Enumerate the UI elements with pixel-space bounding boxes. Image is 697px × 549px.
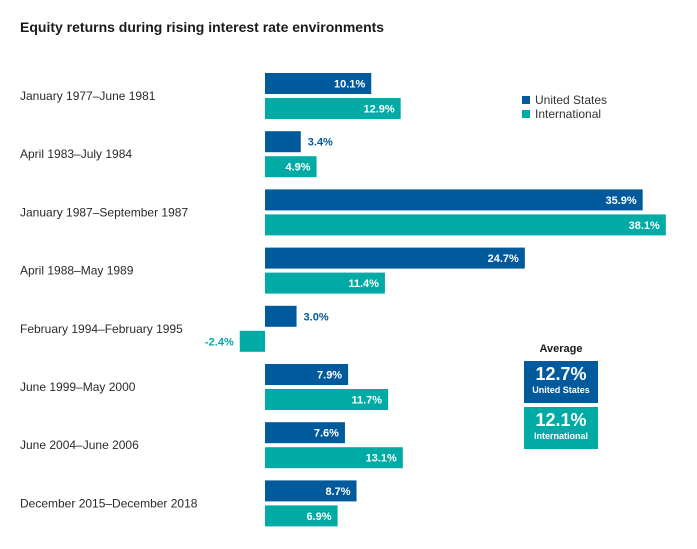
bar-international <box>265 98 401 119</box>
data-label: 4.9% <box>285 162 310 174</box>
average-box-international: 12.1% International <box>524 407 598 449</box>
bar-international <box>265 156 317 178</box>
data-label: -2.4% <box>205 336 234 348</box>
data-label: 7.6% <box>314 428 339 440</box>
legend: United States International <box>522 93 607 121</box>
bar-international <box>265 447 403 469</box>
average-label-us: United States <box>532 385 590 395</box>
average-value-international: 12.1% <box>535 410 587 430</box>
data-label: 12.9% <box>364 104 395 116</box>
data-label: 35.9% <box>605 195 636 207</box>
legend-label-international: International <box>535 107 602 121</box>
category-label: April 1988–May 1989 <box>20 264 134 278</box>
data-label: 7.9% <box>317 370 342 382</box>
category-label: February 1994–February 1995 <box>20 322 183 336</box>
average-box-us: 12.7% United States <box>524 361 598 403</box>
legend-swatch-international <box>522 110 530 118</box>
data-label: 11.4% <box>348 278 379 290</box>
legend-swatch-us <box>522 96 530 104</box>
data-label: 38.1% <box>629 220 660 232</box>
legend-label-us: United States <box>535 93 608 107</box>
bar-us <box>265 480 357 502</box>
category-label: June 1999–May 2000 <box>20 380 136 394</box>
bar-us <box>265 247 525 269</box>
bar-us <box>265 131 301 153</box>
bar-international <box>265 505 338 527</box>
bar-international <box>239 330 265 352</box>
category-label: June 2004–June 2006 <box>20 438 139 452</box>
data-label: 11.7% <box>351 395 382 407</box>
category-label: April 1983–July 1984 <box>20 147 132 161</box>
bar-us <box>265 422 345 444</box>
category-label: December 2015–December 2018 <box>20 496 198 510</box>
bar-international <box>265 389 389 410</box>
bar-us <box>265 73 372 94</box>
bar-us <box>265 189 643 211</box>
bar-us <box>265 305 297 327</box>
chart-title: Equity returns during rising interest ra… <box>20 19 385 35</box>
data-label: 6.9% <box>307 511 332 523</box>
average-value-us: 12.7% <box>535 364 587 384</box>
average-label-international: International <box>533 431 588 441</box>
bar-us <box>265 364 349 385</box>
bar-international <box>265 272 385 294</box>
data-label: 24.7% <box>488 253 519 265</box>
data-label: 13.1% <box>366 453 397 465</box>
legend-item-us: United States <box>522 93 607 107</box>
average-heading: Average <box>539 343 583 355</box>
category-label: January 1977–June 1981 <box>20 89 156 103</box>
data-label: 3.4% <box>308 137 333 149</box>
data-label: 10.1% <box>334 79 365 91</box>
data-label: 3.0% <box>304 311 329 323</box>
category-label: January 1987–September 1987 <box>20 205 188 219</box>
data-label: 8.7% <box>325 486 350 498</box>
bar-international <box>265 214 666 236</box>
legend-item-international: International <box>522 107 607 121</box>
